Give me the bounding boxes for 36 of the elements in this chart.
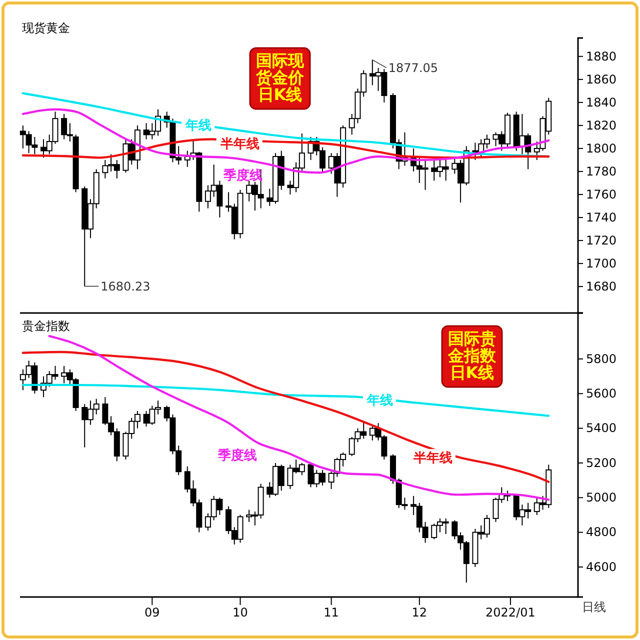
- y-tick-label: 4800: [586, 525, 617, 540]
- x-tick-label: 10: [232, 606, 248, 620]
- series-label: 季度线: [217, 448, 258, 464]
- y-tick-label: 1800: [586, 141, 617, 156]
- series-label: 年线: [366, 394, 393, 409]
- y-tick-label: 5000: [586, 490, 617, 504]
- y-tick-label: 1780: [586, 164, 617, 178]
- y-tick-label: 1860: [586, 72, 617, 86]
- y-tick-label: 4600: [586, 560, 617, 574]
- text: 贵金指数: [22, 319, 70, 333]
- y-tick-label: 5600: [586, 386, 617, 400]
- y-tick-label: 1840: [586, 95, 617, 110]
- annotation: 1680.23: [100, 279, 150, 294]
- y-tick-label: 5400: [586, 421, 617, 436]
- y-tick-label: 5800: [586, 352, 617, 366]
- x-tick-label: 2022/01: [486, 606, 536, 620]
- annotation: 1877.05: [388, 61, 438, 76]
- y-tick-label: 1760: [586, 187, 617, 202]
- series-label: 半年线: [219, 136, 260, 152]
- x-tick-label: 11: [324, 606, 339, 620]
- y-tick-label: 1700: [586, 256, 617, 270]
- y-tick-label: 5200: [586, 456, 617, 470]
- x-tick-label: 12: [412, 606, 428, 620]
- annotation: 国际贵金指数日K线: [447, 329, 497, 382]
- y-tick-label: 1820: [586, 118, 617, 132]
- text: 日线: [582, 600, 606, 614]
- y-tick-label: 1880: [586, 49, 617, 64]
- series-label: 年线: [184, 118, 212, 134]
- chart-title: 现货黄金: [22, 21, 70, 35]
- y-tick-label: 1680: [586, 279, 617, 294]
- annotation: 国际现货金价日K线: [255, 51, 305, 104]
- x-tick-label: 09: [144, 606, 160, 620]
- y-tick-label: 1740: [586, 210, 617, 224]
- series-label: 半年线: [412, 451, 452, 466]
- y-tick-label: 1720: [586, 233, 617, 248]
- line-series: [22, 384, 550, 417]
